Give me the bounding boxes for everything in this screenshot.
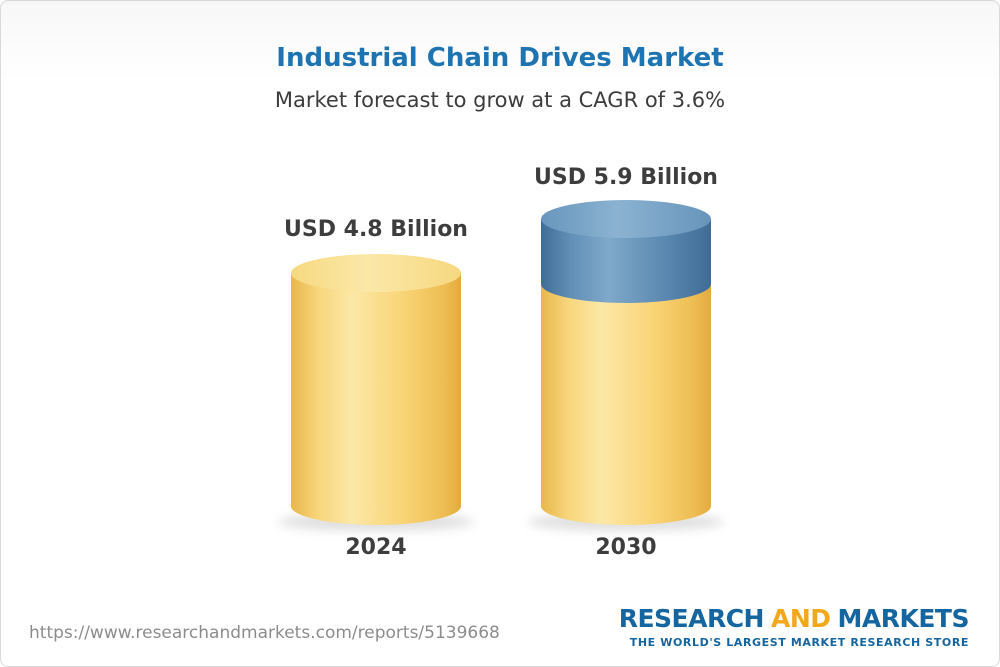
bar-2030-base-segment: [541, 284, 711, 525]
logo-word-research: RESEARCH: [618, 604, 765, 633]
x-axis-label-2024: 2024: [345, 535, 407, 560]
value-label-2024: USD 4.8 Billion: [284, 217, 468, 242]
logo-tagline: THE WORLD'S LARGEST MARKET RESEARCH STOR…: [629, 636, 969, 649]
bar-2024-top-ellipse: [291, 254, 461, 292]
page-title: Industrial Chain Drives Market: [276, 43, 724, 73]
page-subtitle: Market forecast to grow at a CAGR of 3.6…: [274, 88, 726, 112]
bar-2024-body: [291, 273, 461, 525]
report-url-link[interactable]: https://www.researchandmarkets.com/repor…: [29, 623, 500, 643]
bar-cylinder-2024: [291, 254, 461, 525]
research-and-markets-logo: RESEARCH AND MARKETS THE WORLD'S LARGEST…: [618, 604, 970, 649]
bar-cylinder-2030: [541, 200, 711, 525]
logo-word-and: AND: [770, 604, 831, 633]
value-label-2030: USD 5.9 Billion: [534, 165, 718, 190]
logo-word-markets: MARKETS: [837, 604, 970, 633]
bar-2030-top-ellipse: [541, 200, 711, 238]
x-axis-label-2030: 2030: [595, 535, 657, 560]
logo-wordmark: RESEARCH AND MARKETS: [618, 604, 970, 633]
